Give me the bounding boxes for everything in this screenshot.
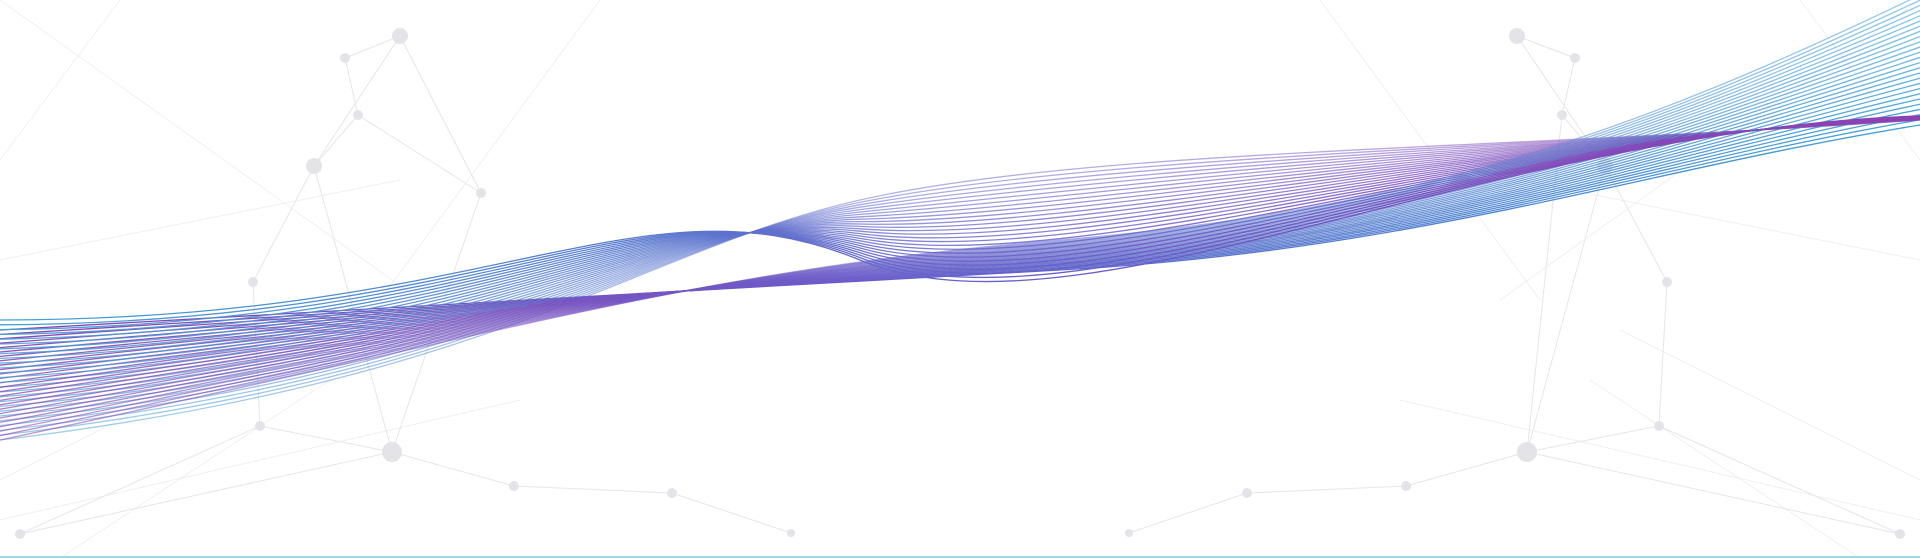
mesh-line [1658, 425, 1901, 535]
mesh-node [255, 421, 265, 431]
mesh-node [353, 110, 363, 120]
wave-line [0, 87, 1920, 362]
mesh-line [313, 35, 401, 167]
mesh-line [19, 451, 393, 535]
mesh-line [1526, 451, 1901, 535]
mesh-line [1589, 379, 1861, 558]
mesh-node [306, 158, 322, 174]
wave-line [0, 117, 1920, 384]
wave-line [0, 119, 1920, 432]
wave-line [0, 10, 1920, 428]
wave-line [0, 0, 1920, 437]
mesh-line [1658, 281, 1668, 427]
mesh-node [382, 442, 402, 462]
mesh-node [1570, 53, 1580, 63]
wave-line [0, 115, 1920, 321]
wave-line [0, 118, 1920, 403]
mesh-node [1662, 277, 1672, 287]
mesh-line [671, 492, 792, 534]
mesh-node [340, 53, 350, 63]
mesh-line [1561, 57, 1576, 116]
mesh-line [1619, 329, 1920, 481]
mesh-node [1654, 421, 1664, 431]
mesh-line [399, 35, 482, 194]
mesh-line [313, 114, 359, 167]
mesh-line [357, 114, 482, 194]
wave-line [0, 116, 1920, 345]
mesh-node [787, 529, 795, 537]
mesh-line [259, 425, 393, 453]
mesh-node [1509, 28, 1525, 44]
mesh-line [0, 399, 521, 521]
mesh-line [252, 165, 315, 283]
mesh-node [476, 188, 486, 198]
wave-line [0, 116, 1920, 369]
bottom-divider [0, 556, 1920, 558]
mesh-line [0, 179, 401, 261]
mesh-line [1526, 425, 1660, 453]
wave-line [0, 41, 1920, 402]
wave-line [0, 124, 1920, 331]
mesh-line [1405, 451, 1528, 487]
mesh-node [1125, 529, 1133, 537]
mesh-node [1401, 481, 1411, 491]
wave-line [0, 30, 1920, 410]
mesh-node [392, 28, 408, 44]
wave-line [0, 77, 1920, 371]
wave-line [0, 0, 1912, 441]
mesh-line [1799, 0, 1920, 161]
mesh-line [0, 0, 421, 301]
mesh-node [509, 481, 519, 491]
mesh-line [1516, 35, 1576, 59]
mesh-node [15, 529, 25, 539]
mesh-node [1557, 110, 1567, 120]
mesh-line [344, 35, 401, 59]
mesh-line [391, 451, 515, 487]
mesh-line [513, 485, 673, 494]
wave-line [0, 98, 1920, 353]
mesh-line [1526, 165, 1606, 453]
wave-line [0, 118, 1920, 422]
wave-line [0, 35, 1920, 406]
mesh-node [667, 488, 677, 498]
mesh-line [1128, 492, 1248, 534]
mesh-line [379, 0, 601, 301]
mesh-line [1399, 399, 1920, 521]
mesh-node [1242, 488, 1252, 498]
wave-line [0, 115, 1920, 331]
mesh-line [1246, 485, 1407, 494]
mesh-node [1895, 529, 1905, 539]
mesh-line [344, 57, 359, 116]
gradient-wave-bundle [0, 0, 1920, 441]
mesh-line [1519, 179, 1920, 261]
wave-line [0, 20, 1920, 419]
mesh-line [19, 425, 261, 535]
wave-line [0, 72, 1920, 375]
mesh-line [1604, 165, 1668, 283]
wave-line [0, 115, 1920, 340]
mesh-node [1517, 442, 1537, 462]
mesh-node [248, 277, 258, 287]
wave-line [0, 4, 1920, 432]
mesh-line [0, 0, 121, 161]
wave-line [0, 115, 1920, 336]
wave-line [0, 113, 1920, 340]
wave-line [0, 61, 1920, 384]
wave-line [0, 15, 1920, 424]
wave-line [0, 25, 1920, 415]
wave-line [0, 119, 1920, 436]
mesh-line [59, 379, 331, 558]
wave-line [0, 119, 1920, 441]
